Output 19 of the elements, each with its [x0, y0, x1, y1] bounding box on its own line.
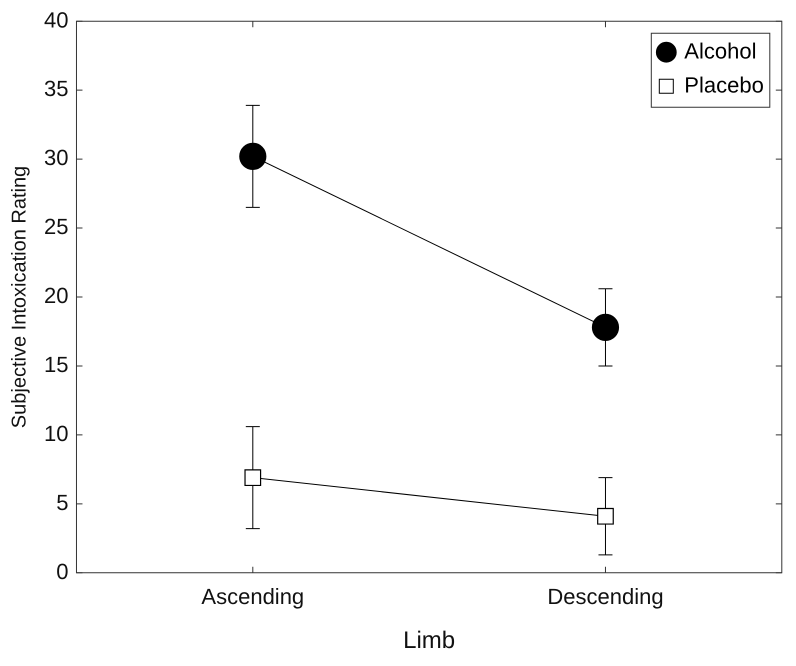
- y-tick-label: 20: [44, 283, 68, 308]
- point: [592, 314, 620, 341]
- y-tick-label: 35: [44, 76, 68, 102]
- y-tick-label: 40: [44, 7, 68, 32]
- y-tick-label: 30: [44, 145, 68, 170]
- legend-label: Placebo: [684, 72, 764, 98]
- y-axis-title: Subjective Intoxication Rating: [8, 166, 31, 428]
- legend-label: Alcohol: [684, 38, 756, 64]
- x-tick-label: Descending: [547, 584, 664, 610]
- point: [244, 469, 262, 486]
- y-tick-label: 10: [44, 420, 68, 446]
- y-tick-label: 25: [44, 214, 68, 240]
- x-tick-label: Ascending: [201, 584, 304, 610]
- y-tick-label: 0: [56, 558, 68, 584]
- point: [597, 508, 614, 525]
- x-axis-title: Limb: [403, 627, 456, 654]
- y-tick-label: 15: [44, 352, 68, 378]
- point: [239, 142, 266, 170]
- y-tick-label: 5: [56, 490, 68, 515]
